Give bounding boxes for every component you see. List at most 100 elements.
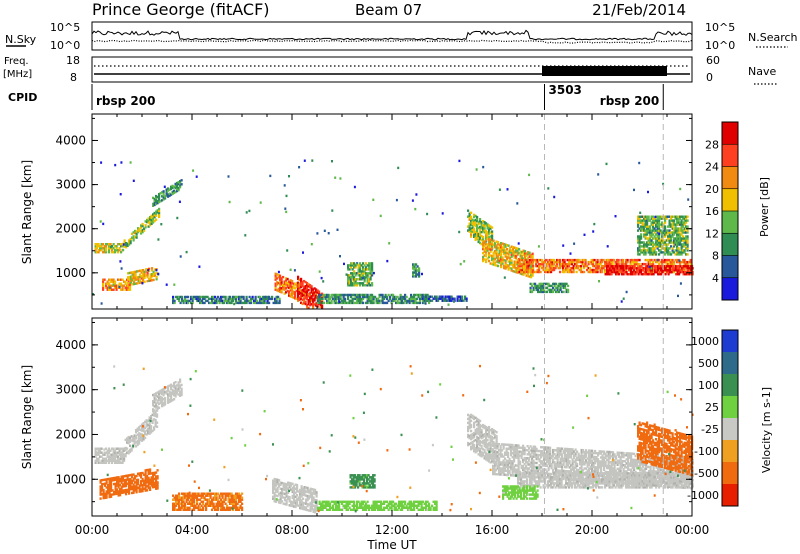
echo-cell bbox=[685, 235, 688, 238]
echo-cell bbox=[666, 271, 669, 274]
echo-cell bbox=[143, 483, 146, 486]
echo-cell bbox=[676, 267, 679, 270]
echo-cell bbox=[106, 280, 109, 283]
echo-cell bbox=[369, 268, 372, 271]
echo-cell bbox=[647, 241, 650, 244]
echo-cell bbox=[184, 299, 187, 303]
echo-cell bbox=[127, 272, 130, 275]
echo-cell bbox=[518, 262, 521, 266]
echo-cell bbox=[500, 261, 503, 265]
echo-cell bbox=[104, 484, 107, 487]
echo-cell bbox=[592, 258, 595, 262]
echo-cell bbox=[425, 502, 428, 505]
echo-cell bbox=[285, 283, 288, 286]
echo-cell bbox=[353, 280, 356, 283]
echo-cell bbox=[599, 266, 602, 270]
echo-cell bbox=[362, 301, 365, 305]
echo-cell bbox=[687, 198, 690, 201]
echo-cell bbox=[185, 498, 188, 501]
echo-cell bbox=[119, 477, 122, 481]
echo-cell bbox=[526, 262, 529, 266]
echo-cell bbox=[665, 258, 668, 262]
echo-cell bbox=[363, 478, 366, 481]
echo-cell bbox=[205, 295, 208, 299]
echo-cell bbox=[248, 299, 251, 303]
echo-cell bbox=[181, 506, 184, 509]
echo-cell bbox=[482, 255, 485, 259]
echo-cell bbox=[523, 268, 526, 272]
echo-cell bbox=[131, 275, 134, 278]
echo-cell bbox=[104, 494, 107, 497]
echo-cell bbox=[474, 220, 477, 224]
echo-cell bbox=[640, 237, 643, 240]
echo-cell bbox=[99, 493, 102, 496]
echo-cell bbox=[671, 227, 674, 230]
echo-cell bbox=[354, 278, 357, 281]
echo-cell bbox=[686, 247, 689, 250]
echo-cell bbox=[149, 218, 152, 221]
echo-cell bbox=[149, 277, 152, 280]
echo-cell bbox=[685, 273, 688, 276]
echo-cell bbox=[158, 209, 161, 213]
echo-cell bbox=[285, 487, 288, 490]
echo-cell bbox=[535, 264, 538, 268]
echo-cell bbox=[330, 299, 333, 303]
echo-cell bbox=[413, 275, 416, 278]
echo-cell bbox=[282, 492, 285, 495]
echo-cell bbox=[250, 301, 253, 305]
echo-cell bbox=[223, 301, 226, 305]
echo-cell bbox=[275, 478, 278, 481]
echo-cell bbox=[384, 500, 387, 503]
echo-cell bbox=[332, 500, 335, 503]
echo-cell bbox=[149, 478, 152, 481]
echo-cell bbox=[235, 494, 238, 497]
echo-cell bbox=[127, 286, 130, 289]
echo-cell bbox=[99, 489, 102, 492]
echo-cell bbox=[670, 239, 673, 242]
echo-cell bbox=[378, 504, 381, 507]
echo-cell bbox=[288, 481, 291, 485]
echo-cell bbox=[449, 297, 452, 300]
echo-cell bbox=[447, 299, 450, 302]
echo-cell bbox=[108, 489, 111, 493]
echo-cell bbox=[111, 461, 114, 464]
echo-cell bbox=[688, 260, 691, 264]
echo-cell bbox=[360, 476, 363, 479]
echo-cell bbox=[664, 225, 667, 228]
echo-cell bbox=[108, 447, 111, 450]
echo-cell bbox=[119, 193, 122, 196]
echo-cell bbox=[518, 252, 521, 255]
echo-cell bbox=[170, 397, 173, 401]
echo-cell bbox=[135, 236, 138, 239]
echo-cell bbox=[411, 301, 414, 305]
echo-cell bbox=[227, 301, 230, 305]
echo-cell bbox=[421, 272, 423, 276]
echo-cell bbox=[105, 457, 108, 460]
echo-cell bbox=[285, 485, 288, 488]
echo-cell bbox=[119, 479, 122, 483]
echo-cell bbox=[532, 266, 535, 270]
echo-cell bbox=[154, 414, 157, 418]
echo-cell bbox=[650, 215, 653, 218]
echo-cell bbox=[298, 296, 301, 299]
echo-cell bbox=[178, 504, 181, 507]
echo-cell bbox=[386, 295, 389, 299]
echo-cell bbox=[140, 472, 143, 475]
echo-cell bbox=[278, 479, 281, 482]
echo-cell bbox=[248, 295, 251, 299]
echo-cell bbox=[424, 302, 427, 305]
echo-cell bbox=[369, 486, 372, 489]
echo-cell bbox=[504, 261, 507, 264]
echo-cell bbox=[214, 301, 217, 305]
echo-cell bbox=[383, 508, 386, 511]
echo-cell bbox=[118, 459, 121, 462]
echo-cell bbox=[197, 494, 200, 497]
echo-cell bbox=[542, 266, 545, 270]
echo-cell bbox=[123, 280, 126, 283]
echo-cell bbox=[130, 447, 133, 450]
echo-cell bbox=[127, 438, 130, 441]
echo-cell bbox=[661, 260, 664, 264]
echo-cell bbox=[550, 262, 553, 266]
echo-cell bbox=[298, 278, 301, 282]
echo-cell bbox=[164, 195, 167, 198]
